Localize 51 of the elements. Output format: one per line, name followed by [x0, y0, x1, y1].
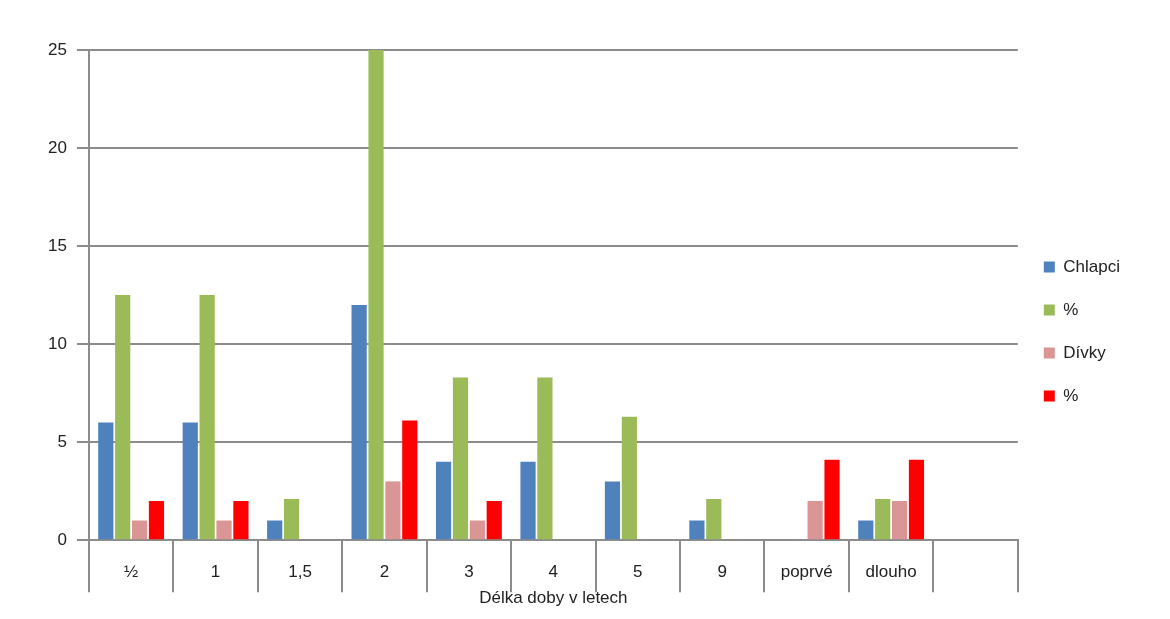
- bar: [199, 295, 215, 540]
- bar: [807, 500, 823, 540]
- y-tick-label: 0: [57, 529, 67, 549]
- y-tick-label: 20: [47, 137, 67, 157]
- bar: [537, 377, 553, 540]
- bar: [233, 500, 249, 540]
- x-tick-label: 4: [548, 562, 559, 582]
- legend-label: %: [1063, 385, 1079, 405]
- legend-label: Chlapci: [1063, 256, 1121, 276]
- bar: [182, 422, 198, 540]
- bar: [98, 422, 114, 540]
- x-tick-label: 1,5: [288, 562, 312, 582]
- x-tick-label: 9: [717, 562, 727, 582]
- bar: [520, 461, 536, 540]
- bar: [891, 500, 908, 540]
- legend-label: %: [1063, 299, 1079, 319]
- bar: [689, 520, 705, 540]
- bar: [368, 50, 384, 540]
- y-tick-label: 25: [47, 39, 67, 59]
- bar: [706, 499, 722, 540]
- bar: [267, 520, 283, 540]
- x-tick-label: dlouho: [865, 562, 917, 582]
- bar: [115, 295, 131, 540]
- x-tick-label: poprvé: [780, 562, 833, 582]
- bar: [604, 481, 621, 540]
- y-tick-label: 10: [47, 333, 67, 353]
- bar: [469, 520, 485, 540]
- x-tick-label: 3: [464, 562, 474, 582]
- bar: [435, 461, 452, 540]
- x-tick-label: 5: [633, 562, 643, 582]
- bar: [131, 520, 148, 540]
- legend-label: Dívky: [1063, 342, 1107, 362]
- bar: [452, 377, 469, 540]
- bar: [486, 500, 502, 540]
- y-tick-label: 15: [47, 235, 67, 255]
- bar: [621, 416, 637, 540]
- bar: [216, 520, 232, 540]
- bar: [283, 499, 300, 540]
- bar: [351, 304, 367, 540]
- x-tick-label: 1: [210, 562, 221, 582]
- bar: [875, 499, 891, 540]
- bar: [908, 459, 925, 540]
- bar: [385, 481, 401, 540]
- x-tick-label: ½: [124, 562, 139, 582]
- x-tick-label: 2: [379, 562, 390, 582]
- y-tick-label: 5: [57, 431, 67, 451]
- x-axis-title: Délka doby v letech: [479, 588, 628, 608]
- bar: [858, 520, 874, 540]
- bar: [824, 459, 840, 540]
- bar: [402, 420, 418, 540]
- bar: [148, 500, 165, 540]
